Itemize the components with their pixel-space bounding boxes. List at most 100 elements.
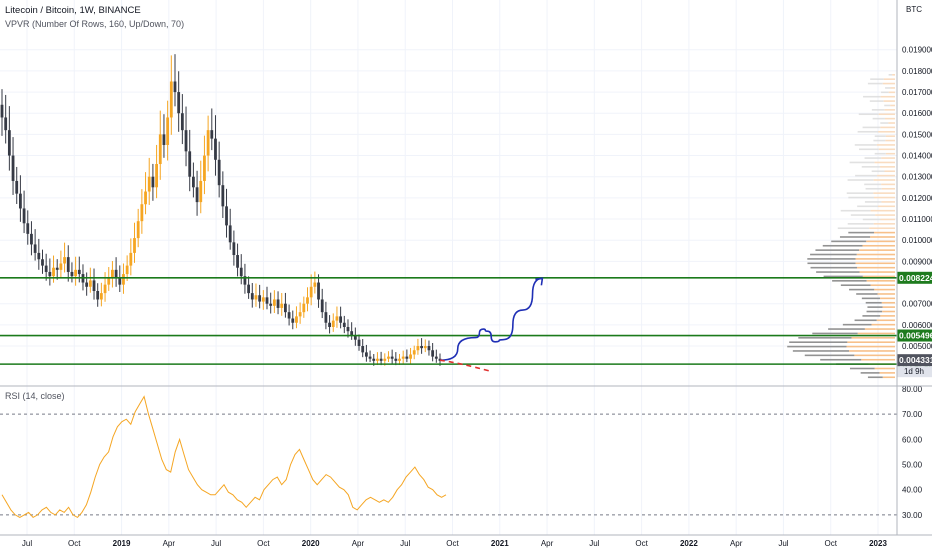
vpvr-indicator-title[interactable]: VPVR (Number Of Rows, 160, Up/Down, 70) <box>5 19 184 29</box>
candle-body <box>52 267 55 277</box>
candle-body <box>140 204 144 222</box>
vp-bin-up <box>856 266 895 269</box>
candle-body <box>169 81 173 118</box>
vp-bin-up <box>880 166 895 168</box>
vp-bin-down <box>812 332 858 335</box>
symbol-title[interactable]: Litecoin / Bitcoin, 1W, BINANCE <box>5 5 141 16</box>
vp-bin-up <box>864 328 895 330</box>
candle-body <box>405 356 409 359</box>
vp-bin-up <box>890 87 895 89</box>
vp-bin-down <box>864 157 882 159</box>
candle-body <box>66 257 70 272</box>
candle-body <box>335 316 339 321</box>
candle-body <box>33 244 37 253</box>
vp-bin-up <box>888 91 895 94</box>
vp-bin-down <box>872 117 885 120</box>
candle-body <box>427 346 431 351</box>
vp-bin-down <box>874 135 886 137</box>
vp-bin-down <box>822 244 863 247</box>
vp-bin-up <box>876 319 895 322</box>
candle-body <box>166 117 170 145</box>
candle-body <box>147 176 151 192</box>
y-tick-label: 0.011000 <box>902 215 932 224</box>
vp-bin-up <box>873 179 895 181</box>
rsi-y-tick-label: 60.00 <box>902 435 923 444</box>
candle-body <box>180 113 184 131</box>
candlestick-series <box>0 54 442 366</box>
vp-bin-up <box>866 240 895 243</box>
vp-bin-up <box>870 236 895 238</box>
bullish-projection-arrowhead <box>535 277 544 286</box>
candle-body <box>250 293 254 300</box>
candle-body <box>155 164 158 188</box>
candle-body <box>398 358 401 361</box>
candle-body <box>85 282 89 287</box>
last-price-label: 0.004331 <box>899 355 932 365</box>
candle-body <box>107 278 111 285</box>
rsi-y-tick-label: 50.00 <box>902 461 923 470</box>
vp-bin-up <box>877 293 895 295</box>
candle-body <box>368 356 372 359</box>
vp-bin-up <box>854 354 895 357</box>
vp-bin-up <box>876 144 895 146</box>
candle-body <box>7 130 11 156</box>
vp-bin-up <box>874 288 895 291</box>
vp-bin-up <box>884 109 895 111</box>
vp-bin-down <box>792 350 850 352</box>
candle-body <box>431 350 435 357</box>
candle-body <box>195 187 199 203</box>
vp-bin-down <box>858 113 879 116</box>
vp-bin-up <box>892 73 895 76</box>
candle-body <box>133 238 136 253</box>
candle-body <box>228 225 232 243</box>
candle-body <box>328 322 331 327</box>
vp-bin-down <box>828 328 865 330</box>
vp-bin-down <box>789 341 848 343</box>
vp-bin-down <box>823 275 863 278</box>
vp-bin-up <box>873 192 895 194</box>
vp-bin-up <box>881 301 895 304</box>
vp-bin-down <box>849 161 875 164</box>
candle-body <box>364 352 368 357</box>
rsi-series <box>0 395 897 519</box>
candle-body <box>383 358 387 361</box>
x-tick-label: 2019 <box>113 539 131 548</box>
candle-body <box>324 312 328 323</box>
vp-bin-down <box>874 152 886 155</box>
vp-bin-down <box>884 104 891 107</box>
candle-body <box>206 130 210 156</box>
rsi-indicator-title[interactable]: RSI (14, close) <box>5 391 65 401</box>
candle-body <box>317 282 320 300</box>
vp-bin-up <box>877 205 895 208</box>
vp-bin-down <box>862 315 881 317</box>
level-price-label: 0.005496 <box>899 331 932 341</box>
candle-body <box>203 155 206 181</box>
candle-body <box>199 180 203 203</box>
candle-body <box>258 295 262 302</box>
candle-body <box>339 316 343 323</box>
candle-body <box>41 259 44 266</box>
candle-body <box>390 356 394 359</box>
vp-bin-up <box>878 130 895 133</box>
candle-body <box>214 138 217 160</box>
vp-bin-up <box>882 310 895 313</box>
bullish-projection-path[interactable] <box>439 277 543 361</box>
candle-body <box>55 267 59 270</box>
candle-body <box>144 191 147 205</box>
vp-bin-up <box>846 345 895 348</box>
candle-body <box>11 155 15 181</box>
rsi-y-tick-label: 30.00 <box>902 511 923 520</box>
candle-body <box>48 271 52 277</box>
vp-bin-down <box>888 73 893 76</box>
x-tick-label: Apr <box>730 539 743 548</box>
candle-body <box>243 276 247 285</box>
candle-body <box>26 223 30 234</box>
vp-bin-up <box>861 358 895 361</box>
rsi-line[interactable] <box>1 395 447 519</box>
bearish-projection-path[interactable] <box>439 359 492 373</box>
